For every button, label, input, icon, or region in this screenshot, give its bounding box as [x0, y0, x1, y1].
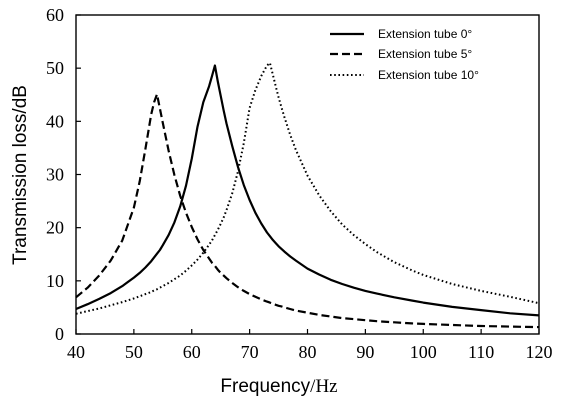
x-axis-title: Frequency/Hz: [220, 376, 337, 397]
y-tick-label-5: 50: [46, 58, 64, 78]
series-line-0: [75, 64, 540, 317]
x-tick-label-2: 60: [183, 342, 201, 362]
x-tick-label-5: 90: [356, 342, 374, 362]
x-tick-label-3: 70: [241, 342, 259, 362]
y-tick-label-2: 20: [46, 218, 64, 238]
legend-label-1: Extension tube 5°: [378, 47, 472, 61]
legend-label-2: Extension tube 10°: [378, 68, 479, 82]
x-tick-label-8: 120: [526, 342, 553, 362]
x-tick-label-7: 110: [468, 342, 494, 362]
series-layer: [75, 61, 540, 329]
y-tick-label-1: 10: [46, 271, 64, 291]
x-axis-title-unit: /Hz: [310, 376, 337, 397]
y-tick-label-0: 0: [55, 324, 64, 344]
y-axis-title: Transmission loss/dB: [10, 85, 31, 265]
y-tick-label-6: 60: [46, 5, 64, 25]
legend-label-0: Extension tube 0°: [378, 27, 472, 41]
x-tick-label-0: 40: [67, 342, 85, 362]
axis-ticks: 40 50 60 70 80 90 100 110 120 0 10 20 30 40 50 60: [46, 5, 553, 362]
x-axis-title-main: Frequency: [220, 376, 310, 397]
y-tick-label-3: 30: [46, 165, 64, 185]
x-tick-label-1: 50: [125, 342, 143, 362]
y-tick-label-4: 40: [46, 111, 64, 131]
series-line-1: [75, 93, 540, 329]
legend: Extension tube 0° Extension tube 5° Exte…: [330, 27, 479, 82]
x-tick-label-6: 100: [410, 342, 437, 362]
x-tick-label-4: 80: [299, 342, 317, 362]
